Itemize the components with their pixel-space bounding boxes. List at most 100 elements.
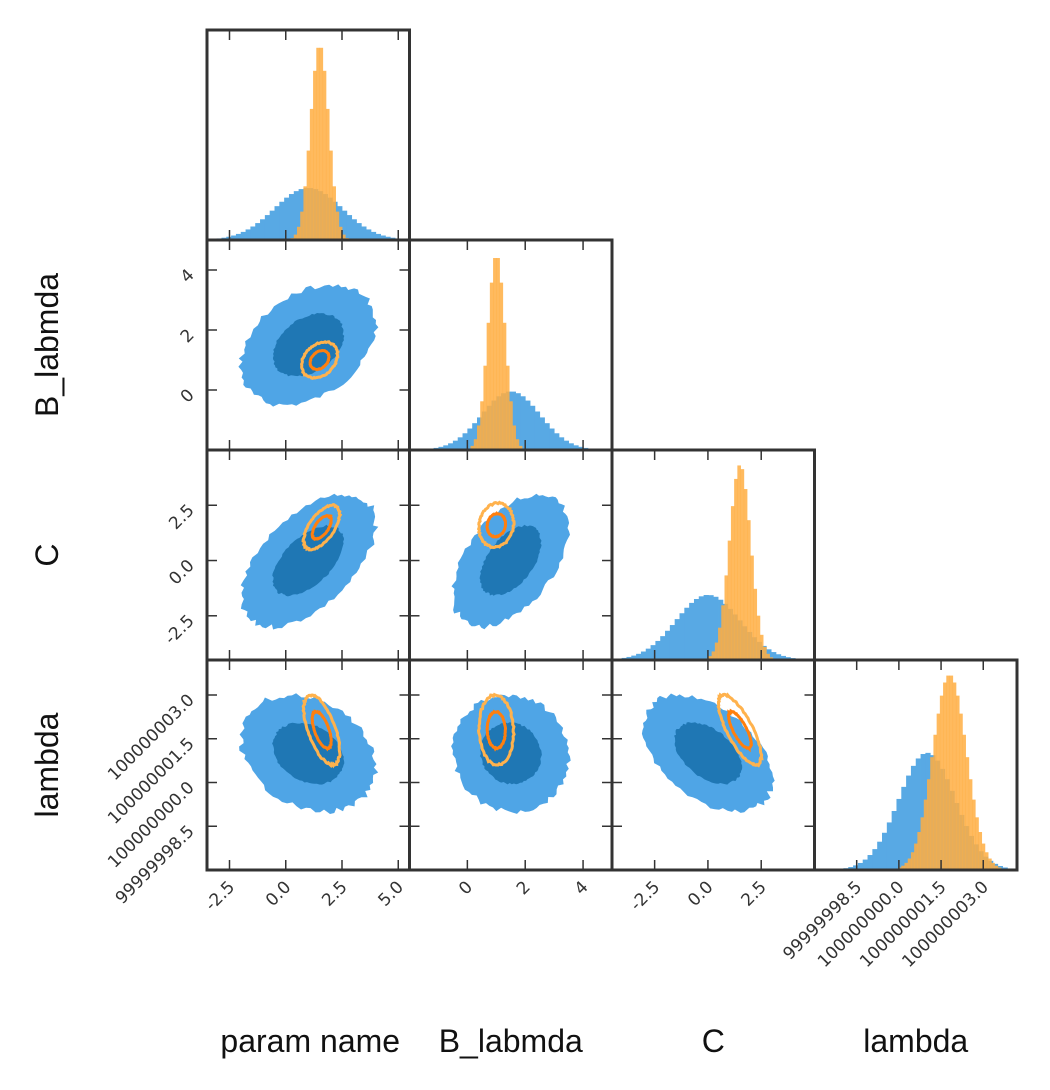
orange-hist-bar — [972, 799, 976, 870]
blue-hist-bar — [361, 226, 367, 240]
blue-hist-bar — [640, 651, 647, 660]
x-axis-label: param name — [220, 1023, 400, 1059]
orange-outer-contour — [716, 692, 764, 768]
orange-hist-bar — [734, 478, 738, 660]
orange-inner-contour — [726, 708, 754, 753]
blue-hist-bar — [713, 596, 719, 660]
blue-hist-bar — [867, 855, 873, 870]
y-tick-label: -2.5 — [161, 611, 199, 649]
orange-hist-bar — [319, 47, 324, 240]
blue-hist-bar — [915, 758, 921, 870]
orange-hist-bar — [332, 186, 336, 240]
x-tick-label: 2.5 — [737, 877, 770, 910]
blue-hist-bar — [245, 229, 251, 240]
hist-panel-0 — [207, 47, 410, 240]
orange-hist-bar — [493, 258, 497, 450]
blue-hist-bar — [775, 654, 782, 660]
blue-hist-bar — [891, 810, 897, 870]
orange-hist-bar — [325, 108, 330, 240]
x-axis-label: lambda — [863, 1023, 968, 1059]
orange-hist-bar — [297, 226, 301, 240]
blue-hist-bar — [467, 428, 473, 450]
orange-hist-bar — [724, 575, 729, 660]
blue-hist-bar — [457, 437, 463, 450]
blue-hist-bar — [857, 862, 864, 870]
orange-hist-bar — [342, 234, 346, 240]
orange-hist-bar — [486, 322, 491, 450]
blue-hist-bar — [520, 396, 526, 450]
orange-inner-contour — [485, 511, 508, 539]
orange-hist-bar — [968, 779, 973, 870]
blue-hist-bar — [882, 832, 888, 870]
blue-inner-contour — [479, 524, 542, 596]
contour-panel-3-1 — [451, 692, 571, 814]
orange-hist-bar — [910, 852, 915, 870]
blue-hist-bar — [674, 619, 680, 660]
orange-hist-bar — [949, 675, 954, 870]
orange-hist-bar — [753, 588, 758, 660]
orange-hist-bar — [309, 108, 314, 240]
corner-panels — [205, 28, 1019, 872]
orange-outer-contour — [300, 340, 340, 381]
y-tick-label: 0 — [177, 385, 199, 407]
blue-hist-bar — [510, 391, 516, 450]
blue-hist-bar — [549, 428, 555, 450]
orange-hist-bar — [936, 713, 941, 870]
orange-hist-bar — [994, 865, 999, 870]
orange-hist-bar — [502, 322, 507, 450]
blue-hist-bar — [862, 859, 868, 870]
blue-hist-bar — [910, 765, 917, 870]
orange-hist-bar — [496, 258, 500, 450]
x-tick-label: 2.5 — [318, 877, 351, 910]
orange-hist-bar — [988, 858, 992, 870]
orange-hist-bar — [759, 634, 764, 660]
orange-hist-bar — [917, 832, 921, 870]
blue-hist-bar — [235, 233, 242, 240]
blue-hist-bar — [896, 798, 902, 870]
y-tick-label: 2.5 — [165, 501, 198, 534]
orange-hist-bar — [962, 734, 966, 870]
orange-hist-bar — [714, 642, 719, 660]
orange-hist-bar — [303, 186, 308, 240]
blue-hist-bar — [264, 215, 271, 240]
orange-outer-contour — [301, 503, 343, 552]
blue-hist-bar — [698, 596, 705, 660]
orange-hist-bar — [473, 439, 478, 450]
orange-hist-bar — [338, 226, 343, 240]
blue-hist-bar — [684, 607, 690, 660]
blue-hist-bar — [578, 446, 584, 450]
blue-hist-bar — [274, 206, 280, 240]
orange-hist-bar — [907, 858, 912, 870]
blue-hist-bar — [385, 236, 391, 240]
blue-hist-bar — [558, 437, 565, 450]
blue-hist-bar — [901, 786, 907, 870]
axis-labels: -2.5 0.0 2.5 5.0 0 2 4 -2.5 0.0 2.5 99999998.51000… — [29, 265, 993, 1059]
orange-hist-bar — [946, 675, 950, 870]
orange-hist-bar — [923, 799, 928, 870]
blue-hist-bar — [356, 223, 362, 240]
blue-hist-bar — [563, 440, 570, 450]
blue-hist-bar — [920, 754, 926, 870]
contour-panel-2-0 — [240, 493, 379, 630]
y-axis-label: B_labmda — [29, 273, 65, 417]
blue-hist-bar — [231, 235, 237, 240]
blue-hist-bar — [250, 226, 256, 240]
x-tick-label: -2.5 — [627, 877, 665, 915]
blue-hist-bar — [626, 656, 632, 660]
blue-hist-bar — [703, 595, 709, 660]
blue-hist-bar — [351, 219, 357, 240]
blue-hist-bar — [544, 423, 550, 450]
blue-inner-contour — [272, 313, 345, 377]
blue-hist-bar — [370, 231, 377, 240]
x-tick-label: 0.0 — [262, 877, 295, 910]
orange-hist-bar — [518, 445, 523, 450]
blue-hist-bar — [877, 841, 883, 870]
blue-hist-bar — [288, 194, 295, 240]
blue-hist-bar — [636, 653, 642, 660]
hist-panel-2 — [612, 465, 806, 660]
blue-hist-bar — [293, 191, 300, 240]
blue-inner-contour — [674, 722, 743, 785]
orange-hist-bar — [975, 817, 979, 870]
blue-hist-bar — [255, 223, 261, 240]
